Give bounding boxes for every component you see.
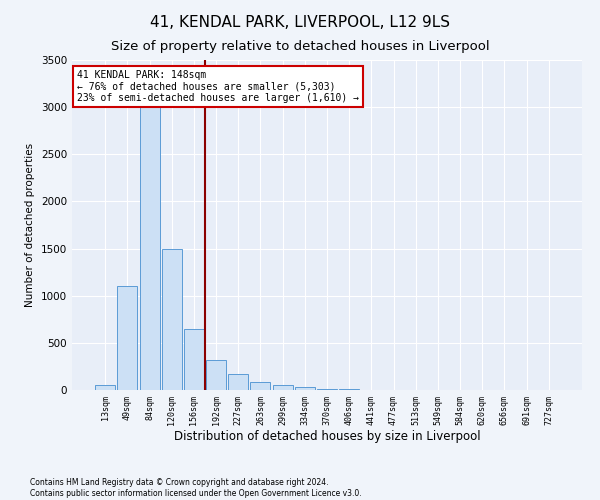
Text: Size of property relative to detached houses in Liverpool: Size of property relative to detached ho… <box>110 40 490 53</box>
Bar <box>228 374 248 390</box>
Bar <box>272 385 293 390</box>
Bar <box>250 382 271 390</box>
Bar <box>140 102 160 390</box>
Bar <box>162 248 182 390</box>
X-axis label: Distribution of detached houses by size in Liverpool: Distribution of detached houses by size … <box>173 430 481 444</box>
Text: 41 KENDAL PARK: 148sqm
← 76% of detached houses are smaller (5,303)
23% of semi-: 41 KENDAL PARK: 148sqm ← 76% of detached… <box>77 70 359 103</box>
Bar <box>317 388 337 390</box>
Bar <box>118 286 137 390</box>
Bar <box>339 389 359 390</box>
Y-axis label: Number of detached properties: Number of detached properties <box>25 143 35 307</box>
Bar <box>295 386 315 390</box>
Bar <box>206 360 226 390</box>
Text: 41, KENDAL PARK, LIVERPOOL, L12 9LS: 41, KENDAL PARK, LIVERPOOL, L12 9LS <box>150 15 450 30</box>
Bar <box>95 386 115 390</box>
Text: Contains HM Land Registry data © Crown copyright and database right 2024.
Contai: Contains HM Land Registry data © Crown c… <box>30 478 362 498</box>
Bar <box>184 328 204 390</box>
